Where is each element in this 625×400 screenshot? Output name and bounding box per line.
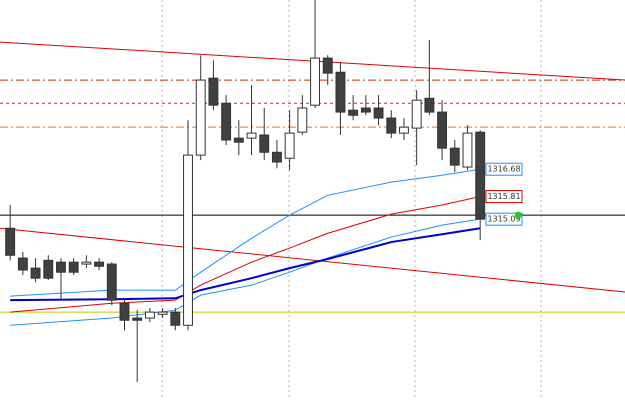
- candle-body: [386, 117, 397, 134]
- candle-body: [43, 259, 54, 279]
- candle-body: [462, 132, 473, 168]
- candle-body: [449, 147, 460, 166]
- indicator-line: [10, 196, 481, 313]
- indicator-line: [10, 227, 481, 302]
- candle-body: [284, 132, 295, 159]
- trendline: [0, 227, 625, 293]
- candle-body: [30, 267, 41, 279]
- indicator-line: [10, 218, 481, 326]
- price-label-box: [485, 212, 523, 226]
- candle-body: [170, 311, 181, 326]
- candle-body: [360, 107, 371, 113]
- candle-body: [106, 263, 117, 301]
- candle-body: [437, 111, 448, 149]
- candle-body: [208, 77, 219, 106]
- candle-body: [246, 132, 257, 139]
- candle-body: [132, 317, 143, 321]
- candle-body: [195, 79, 206, 156]
- price-label-box: [485, 162, 523, 176]
- candle-body: [424, 97, 435, 113]
- candle-body: [310, 57, 320, 106]
- price-label: 1315.09: [487, 215, 520, 224]
- candle-body: [119, 302, 130, 321]
- candle-body: [233, 137, 244, 143]
- candle-body: [68, 261, 79, 273]
- candle-body: [411, 99, 422, 129]
- candle-body: [373, 107, 384, 119]
- candle-body: [399, 126, 409, 134]
- candle-body: [297, 107, 308, 133]
- candle-body: [183, 154, 193, 326]
- candle-body: [157, 311, 168, 315]
- candle-body: [348, 109, 359, 116]
- candle-body: [475, 131, 486, 220]
- candle-body: [144, 311, 155, 319]
- candle-body: [81, 261, 92, 265]
- candle-body: [335, 71, 346, 113]
- candle-body: [17, 257, 28, 271]
- candle-body: [94, 261, 105, 267]
- price-label-box: [485, 190, 523, 204]
- candle-body: [259, 134, 270, 153]
- candle-body: [56, 261, 66, 273]
- price-label: 1315.81: [487, 192, 520, 201]
- candle-body: [322, 57, 333, 74]
- price-label: 1316.68: [487, 165, 520, 174]
- bid-marker: [514, 211, 522, 219]
- candle-body: [5, 227, 16, 256]
- candle-body: [221, 102, 232, 141]
- candle-body: [271, 151, 282, 163]
- time-separators: [161, 0, 542, 400]
- indicator-line: [10, 168, 481, 297]
